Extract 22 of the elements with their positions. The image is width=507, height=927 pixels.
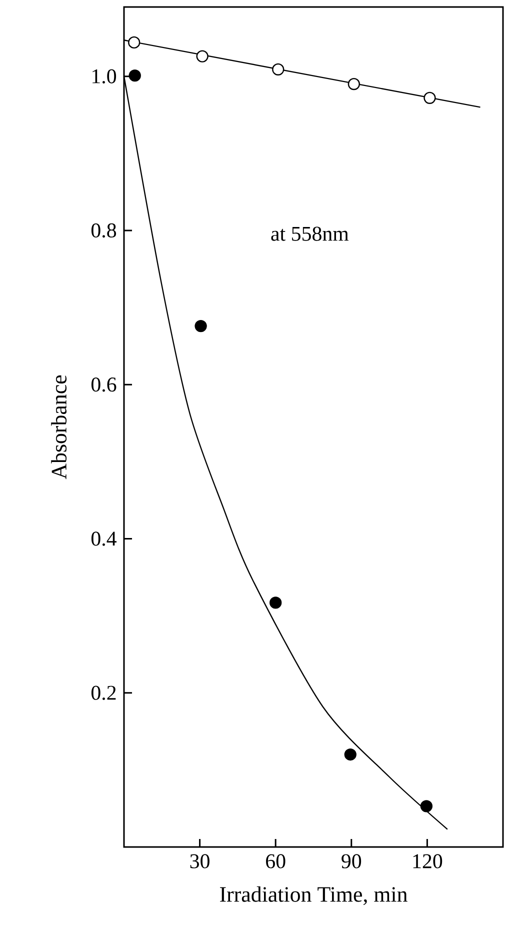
x-axis-title: Irradiation Time, min bbox=[220, 886, 408, 906]
x-tick-label: 60 bbox=[266, 854, 286, 868]
point bbox=[128, 70, 141, 82]
x-tick-label: 120 bbox=[413, 854, 442, 868]
y-tick-label: 0.6 bbox=[91, 378, 116, 392]
x-tick-label: 30 bbox=[190, 854, 210, 868]
point bbox=[420, 800, 433, 812]
y-tick-label: 0.8 bbox=[91, 223, 116, 238]
point bbox=[424, 92, 436, 104]
point bbox=[270, 596, 282, 609]
point bbox=[194, 320, 207, 332]
point bbox=[272, 63, 284, 76]
y-tick-label: 1.0 bbox=[92, 69, 116, 84]
annotation: at 558nm bbox=[271, 226, 349, 241]
point bbox=[344, 748, 356, 761]
y-axis-title: Absorbance bbox=[51, 375, 67, 480]
y-tick-label: 0.4 bbox=[91, 532, 117, 546]
point bbox=[348, 78, 360, 90]
x-tick-label: 90 bbox=[342, 854, 362, 868]
y-tick-label: 0.2 bbox=[91, 686, 116, 700]
point bbox=[128, 36, 140, 49]
point bbox=[196, 50, 208, 62]
